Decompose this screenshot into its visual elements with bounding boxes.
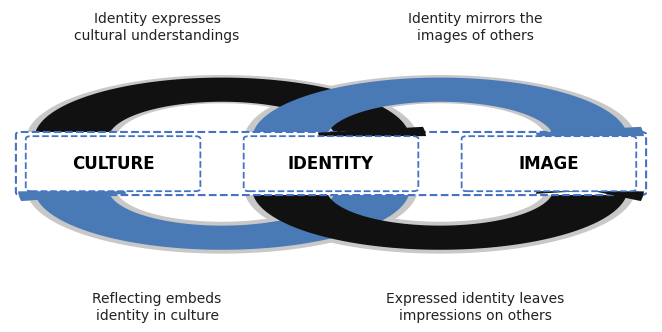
Polygon shape <box>536 127 644 137</box>
Polygon shape <box>536 190 644 201</box>
Polygon shape <box>252 78 628 139</box>
Text: CULTURE: CULTURE <box>71 155 154 173</box>
FancyBboxPatch shape <box>26 136 201 191</box>
Text: IMAGE: IMAGE <box>518 155 579 173</box>
FancyBboxPatch shape <box>16 132 646 195</box>
Polygon shape <box>536 190 644 201</box>
Polygon shape <box>318 127 426 137</box>
Polygon shape <box>26 189 418 254</box>
Polygon shape <box>26 75 418 139</box>
Text: Reflecting embeds
identity in culture: Reflecting embeds identity in culture <box>93 292 222 323</box>
Polygon shape <box>18 190 126 201</box>
Polygon shape <box>244 189 636 254</box>
Polygon shape <box>536 127 644 137</box>
Text: Expressed identity leaves
impressions on others: Expressed identity leaves impressions on… <box>387 292 565 323</box>
FancyBboxPatch shape <box>244 136 418 191</box>
Polygon shape <box>34 189 410 250</box>
Polygon shape <box>244 75 636 139</box>
FancyBboxPatch shape <box>461 136 636 191</box>
Text: Identity expresses
cultural understandings: Identity expresses cultural understandin… <box>74 12 240 42</box>
Polygon shape <box>34 78 410 139</box>
Polygon shape <box>252 189 628 250</box>
Polygon shape <box>18 190 126 201</box>
Text: Identity mirrors the
images of others: Identity mirrors the images of others <box>408 12 543 42</box>
Polygon shape <box>318 127 426 137</box>
Text: IDENTITY: IDENTITY <box>288 155 374 173</box>
